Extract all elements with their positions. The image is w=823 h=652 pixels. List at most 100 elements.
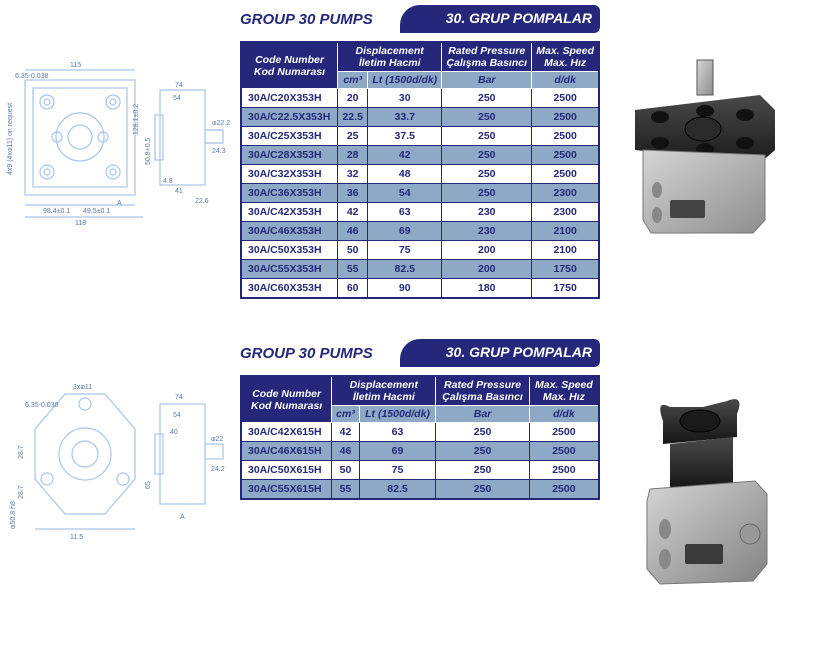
- cell-value: 250: [436, 480, 529, 500]
- cell-value: 200: [442, 241, 532, 260]
- cell-value: 250: [442, 146, 532, 165]
- cell-value: 75: [368, 241, 442, 260]
- cell-value: 180: [442, 279, 532, 299]
- cell-value: 250: [436, 442, 529, 461]
- title-bar-1: GROUP 30 PUMPS 30. GRUP POMPALAR: [240, 5, 600, 37]
- cell-value: 2500: [529, 423, 599, 442]
- title-tr: 30. GRUP POMPALAR: [446, 10, 592, 26]
- cell-value: 250: [436, 423, 529, 442]
- dim: 3xⱷ11: [73, 384, 92, 391]
- th-code: Code NumberKod Numarası: [241, 42, 338, 89]
- cell-value: 230: [442, 203, 532, 222]
- dim: 65: [145, 481, 152, 489]
- th-lt: Lt (1500d/dk): [368, 72, 442, 89]
- dim: 24.2: [211, 466, 225, 473]
- tech-drawing-1: 115 6.35-0.038 98.4±0.1 49.5±0.1 118 128…: [5, 5, 235, 245]
- cell-value: 2500: [529, 461, 599, 480]
- cell-code: 30A/C55X353H: [241, 260, 338, 279]
- cell-code: 30A/C46X615H: [241, 442, 332, 461]
- cell-value: 25: [338, 127, 368, 146]
- cell-value: 60: [338, 279, 368, 299]
- cell-value: 90: [368, 279, 442, 299]
- th-bar: Bar: [442, 72, 532, 89]
- cell-value: 1750: [532, 279, 599, 299]
- cell-value: 50: [332, 461, 359, 480]
- th-disp: Displacementİletim Hacmi: [332, 376, 436, 406]
- table-row: 30A/C20X353H20302502500: [241, 89, 599, 108]
- dim: ⱷ22.2: [212, 120, 230, 127]
- table-row: 30A/C28X353H28422502500: [241, 146, 599, 165]
- table-row: 30A/C46X615H46692502500: [241, 442, 599, 461]
- cell-value: 42: [338, 203, 368, 222]
- cell-value: 2500: [532, 108, 599, 127]
- th-speed: Max. SpeedMax. Hız: [532, 42, 599, 72]
- cell-value: 2100: [532, 241, 599, 260]
- cell-value: 46: [338, 222, 368, 241]
- dim: 28.7: [18, 445, 25, 459]
- dim: 54: [173, 95, 181, 102]
- cell-value: 42: [332, 423, 359, 442]
- th-ddk: d/dk: [532, 72, 599, 89]
- cell-code: 30A/C32X353H: [241, 165, 338, 184]
- table-row: 30A/C36X353H36542502300: [241, 184, 599, 203]
- title-en: GROUP 30 PUMPS: [240, 11, 373, 28]
- cell-code: 30A/C36X353H: [241, 184, 338, 203]
- cell-code: 30A/C42X353H: [241, 203, 338, 222]
- cell-value: 230: [442, 222, 532, 241]
- cell-value: 250: [442, 89, 532, 108]
- table-row: 30A/C42X353H42632302300: [241, 203, 599, 222]
- dim: ⱷ50.8 h8: [10, 501, 17, 529]
- dim: A: [117, 200, 122, 207]
- dim: 22.6: [195, 198, 209, 205]
- cell-code: 30A/C50X615H: [241, 461, 332, 480]
- cell-value: 250: [442, 184, 532, 203]
- dim: 74: [175, 394, 183, 401]
- table-row: 30A/C50X353H50752002100: [241, 241, 599, 260]
- cell-code: 30A/C28X353H: [241, 146, 338, 165]
- dim: 41: [175, 188, 183, 195]
- cell-value: 2300: [532, 184, 599, 203]
- cell-value: 30: [368, 89, 442, 108]
- dim: 50.8+0.5: [145, 137, 152, 165]
- cell-value: 69: [359, 442, 436, 461]
- cell-value: 48: [368, 165, 442, 184]
- th-speed: Max. SpeedMax. Hız: [529, 376, 599, 406]
- spec-table-block-2: GROUP 30 PUMPS 30. GRUP POMPALAR Code Nu…: [240, 339, 600, 500]
- cell-value: 33.7: [368, 108, 442, 127]
- dim: 28.7: [18, 485, 25, 499]
- th-code: Code NumberKod Numarası: [241, 376, 332, 423]
- cell-value: 42: [368, 146, 442, 165]
- cell-code: 30A/C42X615H: [241, 423, 332, 442]
- cell-value: 63: [368, 203, 442, 222]
- dim: ⱷ22: [211, 436, 223, 443]
- table-row: 30A/C25X353H2537.52502500: [241, 127, 599, 146]
- spec-table-block-1: GROUP 30 PUMPS 30. GRUP POMPALAR Code Nu…: [240, 5, 600, 299]
- th-disp: Displacementİletim Hacmi: [338, 42, 442, 72]
- dim: 24.3: [212, 148, 226, 155]
- dim: 128.1±0.2: [133, 104, 140, 135]
- cell-value: 2100: [532, 222, 599, 241]
- dim: 4.8: [163, 178, 173, 185]
- th-lt: Lt (1500d/dk): [359, 406, 436, 423]
- dim: 40: [170, 429, 178, 436]
- dim: 98.4±0.1: [43, 208, 70, 215]
- title-en: GROUP 30 PUMPS: [240, 345, 373, 362]
- section-group30-615: 3xⱷ11 6.35-0.038 28.7 28.7 ⱷ50.8 h8 11.5…: [5, 339, 818, 599]
- cell-value: 46: [332, 442, 359, 461]
- cell-code: 30A/C20X353H: [241, 89, 338, 108]
- cell-value: 69: [368, 222, 442, 241]
- table-row: 30A/C50X615H50752502500: [241, 461, 599, 480]
- cell-value: 2500: [529, 480, 599, 500]
- th-bar: Bar: [436, 406, 529, 423]
- dim: A: [180, 514, 185, 521]
- cell-value: 250: [436, 461, 529, 480]
- cell-value: 2500: [532, 165, 599, 184]
- cell-code: 30A/C22.5X353H: [241, 108, 338, 127]
- table-row: 30A/C22.5X353H22.533.72502500: [241, 108, 599, 127]
- cell-value: 2500: [529, 442, 599, 461]
- cell-value: 2300: [532, 203, 599, 222]
- th-press: Rated PressureÇalışma Basıncı: [436, 376, 529, 406]
- table-row: 30A/C55X615H5582.52502500: [241, 480, 599, 500]
- cell-value: 82.5: [368, 260, 442, 279]
- table-row: 30A/C42X615H42632502500: [241, 423, 599, 442]
